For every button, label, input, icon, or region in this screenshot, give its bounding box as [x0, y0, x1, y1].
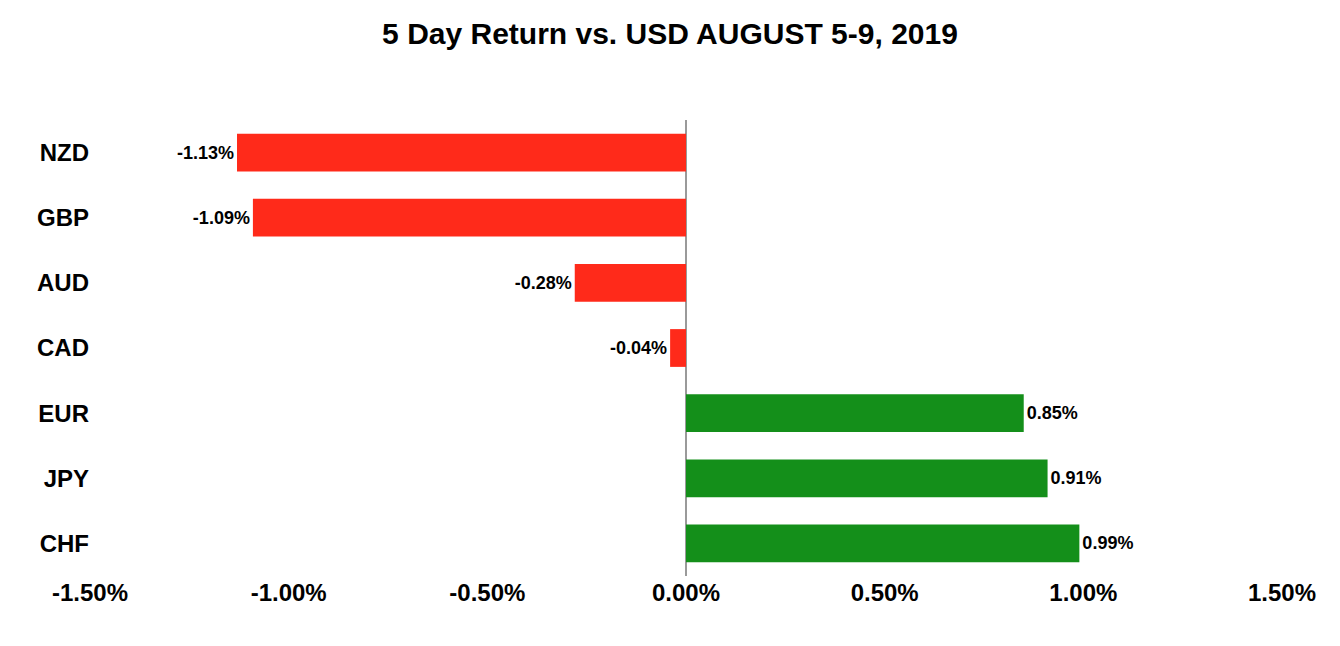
svg-text:NZD: NZD — [40, 139, 89, 166]
svg-text:CAD: CAD — [37, 334, 89, 361]
svg-text:EUR: EUR — [38, 400, 89, 427]
svg-text:0.99%: 0.99% — [1082, 533, 1133, 553]
svg-text:CHF: CHF — [40, 530, 89, 557]
svg-text:-1.09%: -1.09% — [193, 208, 250, 228]
svg-text:1.50%: 1.50% — [1248, 579, 1316, 606]
svg-text:AUD: AUD — [37, 269, 89, 296]
svg-text:0.91%: 0.91% — [1051, 468, 1102, 488]
svg-text:5 Day Return vs. USD AUGUST 5-: 5 Day Return vs. USD AUGUST 5-9, 2019 — [382, 17, 958, 50]
svg-text:-1.50%: -1.50% — [52, 579, 128, 606]
svg-text:JPY: JPY — [44, 465, 89, 492]
svg-text:0.50%: 0.50% — [851, 579, 919, 606]
svg-text:0.85%: 0.85% — [1027, 403, 1078, 423]
svg-text:1.00%: 1.00% — [1049, 579, 1117, 606]
svg-text:-0.28%: -0.28% — [515, 273, 572, 293]
svg-text:-0.04%: -0.04% — [610, 338, 667, 358]
svg-text:-1.13%: -1.13% — [177, 143, 234, 163]
svg-text:-1.00%: -1.00% — [251, 579, 327, 606]
svg-text:-0.50%: -0.50% — [449, 579, 525, 606]
svg-text:0.00%: 0.00% — [652, 579, 720, 606]
svg-text:GBP: GBP — [37, 204, 89, 231]
